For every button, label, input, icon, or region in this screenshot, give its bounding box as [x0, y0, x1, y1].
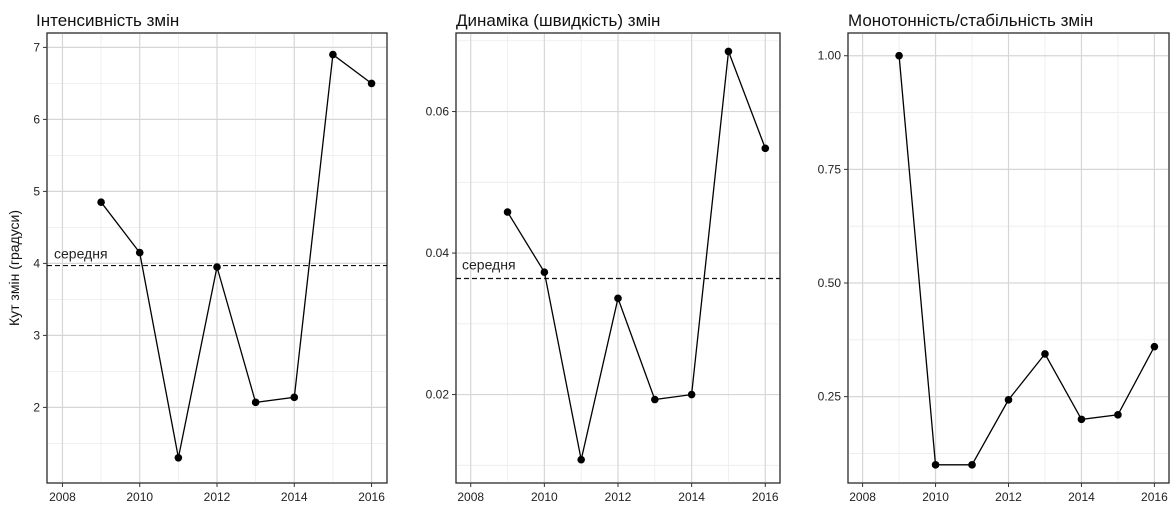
- data-point: [761, 144, 770, 153]
- y-tick-label: 0.50: [818, 276, 842, 290]
- data-point: [213, 263, 221, 271]
- x-tick-label: 2012: [605, 490, 632, 504]
- data-point: [1114, 411, 1122, 419]
- data-point: [1077, 415, 1086, 424]
- data-point: [135, 248, 144, 257]
- x-tick-label: 2012: [204, 490, 231, 504]
- series-line: [898, 55, 1155, 466]
- data-point: [931, 461, 940, 469]
- data-point: [251, 398, 260, 407]
- plot-border: [847, 32, 1170, 484]
- mean-annotation: середня: [54, 246, 108, 262]
- data-point: [97, 198, 105, 206]
- x-tick-label: 2014: [281, 490, 308, 504]
- chart-panel-1: 2008 2010 2012 2014 2016 2 3 4 5 6 7 середня Інтенси…: [33, 11, 388, 504]
- data-point: [1150, 342, 1159, 351]
- y-tick-label: 4: [33, 256, 40, 270]
- x-tick-label: 2016: [358, 490, 385, 504]
- data-point: [503, 208, 512, 216]
- data-point: [1004, 396, 1013, 404]
- data-point: [174, 454, 183, 462]
- data-point: [651, 395, 659, 404]
- y-tick-label: 0.04: [426, 246, 450, 260]
- data-point: [540, 268, 549, 276]
- data-point: [724, 47, 733, 56]
- chart-panel-2: 2008 2010 2012 2014 2016 0.02 0.04 0.06 середня Д…: [426, 11, 781, 504]
- y-tick-label: 7: [33, 40, 40, 54]
- y-tick-label: 1.00: [818, 49, 842, 63]
- y-axis-label: Кут змін (градуси): [6, 210, 22, 326]
- y-tick-label: 2: [33, 400, 40, 414]
- chart-title: Інтенсивність змін: [36, 11, 179, 30]
- series-line: [100, 53, 372, 458]
- y-tick-label: 0.75: [818, 162, 842, 176]
- chart-panel-3: 2008 2010 2012 2014 2016 0.25 0.50 0.75 1.00 Моно…: [818, 11, 1170, 504]
- plot-border: [46, 32, 388, 484]
- y-tick-label: 3: [33, 328, 40, 342]
- plot-border: [455, 32, 781, 484]
- series-line: [506, 51, 766, 460]
- y-tick-label: 0.02: [426, 388, 450, 402]
- y-tick-label: 0.06: [426, 105, 450, 119]
- x-tick-label: 2010: [922, 490, 949, 504]
- data-point: [367, 79, 376, 88]
- x-tick-label: 2008: [457, 490, 484, 504]
- data-point: [687, 390, 696, 399]
- data-point: [1041, 350, 1049, 358]
- data-point: [290, 393, 299, 402]
- x-tick-label: 2014: [678, 490, 705, 504]
- y-tick-label: 6: [33, 112, 40, 126]
- x-tick-label: 2008: [49, 490, 76, 504]
- x-tick-label: 2008: [849, 490, 876, 504]
- data-point: [895, 51, 903, 60]
- chart-title: Динаміка (швидкість) змін: [456, 11, 660, 30]
- x-tick-label: 2014: [1068, 490, 1095, 504]
- chart-title: Монотонність/стабільність змін: [848, 11, 1093, 30]
- x-tick-label: 2012: [995, 490, 1022, 504]
- x-tick-label: 2016: [1141, 490, 1168, 504]
- x-tick-label: 2010: [126, 490, 153, 504]
- y-tick-label: 0.25: [818, 390, 842, 404]
- data-point: [614, 294, 622, 303]
- data-point: [329, 50, 337, 59]
- data-point: [968, 461, 976, 469]
- x-tick-label: 2010: [531, 490, 558, 504]
- mean-annotation: середня: [462, 257, 516, 273]
- x-tick-label: 2016: [752, 490, 779, 504]
- data-point: [577, 455, 585, 464]
- y-tick-label: 5: [33, 184, 40, 198]
